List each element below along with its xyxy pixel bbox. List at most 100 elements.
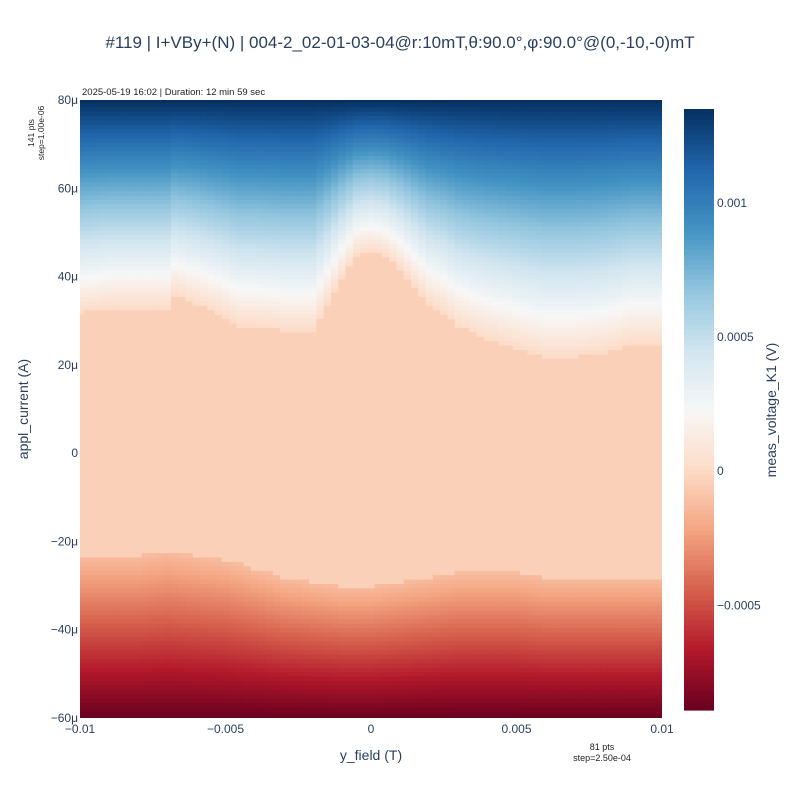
heatmap-cell <box>163 190 172 196</box>
heatmap-cell <box>258 146 267 152</box>
heatmap-cell <box>178 543 187 549</box>
heatmap-cell <box>243 508 252 514</box>
heatmap-cell <box>112 283 121 289</box>
heatmap-cell <box>301 128 310 134</box>
heatmap-cell <box>156 698 165 704</box>
heatmap-cell <box>112 230 121 236</box>
heatmap-cell <box>98 128 107 134</box>
heatmap-cell <box>120 322 128 328</box>
heatmap-cell <box>265 146 274 152</box>
heatmap-cell <box>192 358 201 364</box>
x-points-note: 81 pts step=2.50e-04 <box>560 742 644 764</box>
heatmap-cell <box>170 292 179 298</box>
heatmap-cell <box>243 119 252 125</box>
heatmap-cell <box>170 172 179 178</box>
heatmap-cell <box>316 331 325 337</box>
heatmap-cell <box>294 393 303 399</box>
heatmap-cell <box>301 601 310 607</box>
heatmap-cell <box>156 371 165 377</box>
heatmap-cell <box>141 128 150 134</box>
heatmap-cell <box>149 415 157 421</box>
heatmap-cell <box>83 680 92 686</box>
heatmap-cell <box>323 601 332 607</box>
heatmap-cell <box>134 164 143 170</box>
heatmap-cell <box>112 442 121 448</box>
heatmap-cell <box>280 680 288 686</box>
heatmap-cell <box>272 645 281 651</box>
heatmap-cell <box>83 442 92 448</box>
heatmap-cell <box>105 627 114 633</box>
heatmap-cell <box>243 111 252 117</box>
heatmap-cell <box>134 512 143 518</box>
heatmap-cell <box>80 106 85 112</box>
heatmap-cell <box>80 680 85 686</box>
heatmap-cell <box>221 300 230 306</box>
heatmap-cell <box>287 574 296 580</box>
heatmap-cell <box>280 490 288 496</box>
heatmap-cell <box>229 177 238 183</box>
heatmap-cell <box>134 459 143 465</box>
heatmap-cell <box>301 155 310 161</box>
heatmap-cell <box>221 208 230 214</box>
heatmap-cell <box>98 543 107 549</box>
heatmap-cell <box>294 525 303 531</box>
heatmap-cell <box>105 393 114 399</box>
heatmap-cell <box>127 592 136 598</box>
heatmap-cell <box>134 331 143 337</box>
heatmap-cell <box>280 128 288 134</box>
heatmap-cell <box>83 292 92 298</box>
heatmap-cell <box>236 649 245 655</box>
heatmap-cell <box>229 468 238 474</box>
heatmap-cell <box>265 636 274 642</box>
heatmap-cell <box>141 653 150 659</box>
heatmap-cell <box>243 561 252 567</box>
heatmap-cell <box>156 525 165 531</box>
heatmap-cell <box>243 239 252 245</box>
heatmap-cell <box>316 534 325 540</box>
heatmap-cell <box>258 627 267 633</box>
heatmap-cell <box>330 490 339 496</box>
heatmap-cell <box>258 667 267 673</box>
heatmap-cell <box>149 278 157 284</box>
heatmap-cell <box>134 411 143 417</box>
heatmap-cell <box>90 362 99 368</box>
heatmap-cell <box>185 649 194 655</box>
heatmap-cell <box>229 322 238 328</box>
heatmap-cell <box>120 592 128 598</box>
heatmap-cell <box>120 477 128 483</box>
heatmap-cell <box>80 384 85 390</box>
heatmap-cell <box>221 596 230 602</box>
heatmap-cell <box>134 344 143 350</box>
heatmap-cell <box>149 322 157 328</box>
heatmap-cell <box>316 168 325 174</box>
heatmap-cell <box>243 715 252 718</box>
heatmap-cell <box>105 252 114 258</box>
heatmap-cell <box>207 446 216 452</box>
heatmap-cell <box>272 331 281 337</box>
heatmap-cell <box>83 216 92 222</box>
heatmap-cell <box>185 115 194 121</box>
heatmap-cell <box>330 680 339 686</box>
heatmap-cell <box>134 468 143 474</box>
heatmap-cell <box>280 300 288 306</box>
heatmap-cell <box>243 464 252 470</box>
heatmap-cell <box>229 287 238 293</box>
heatmap-cell <box>258 230 267 236</box>
heatmap-cell <box>258 609 267 615</box>
heatmap-cell <box>141 115 150 121</box>
heatmap-cell <box>243 486 252 492</box>
heatmap-cell <box>127 676 136 682</box>
heatmap-cell <box>258 150 267 156</box>
heatmap-cell <box>250 358 259 364</box>
heatmap-cell <box>280 234 288 240</box>
heatmap-cell <box>134 605 143 611</box>
heatmap-cell <box>200 503 208 509</box>
heatmap-cell <box>258 631 267 637</box>
heatmap-cell <box>105 194 114 200</box>
heatmap-cell <box>98 194 107 200</box>
heatmap-cell <box>221 609 230 615</box>
heatmap-cell <box>207 159 216 165</box>
heatmap-cell <box>294 146 303 152</box>
heatmap-cell <box>280 358 288 364</box>
heatmap-cell <box>316 278 325 284</box>
